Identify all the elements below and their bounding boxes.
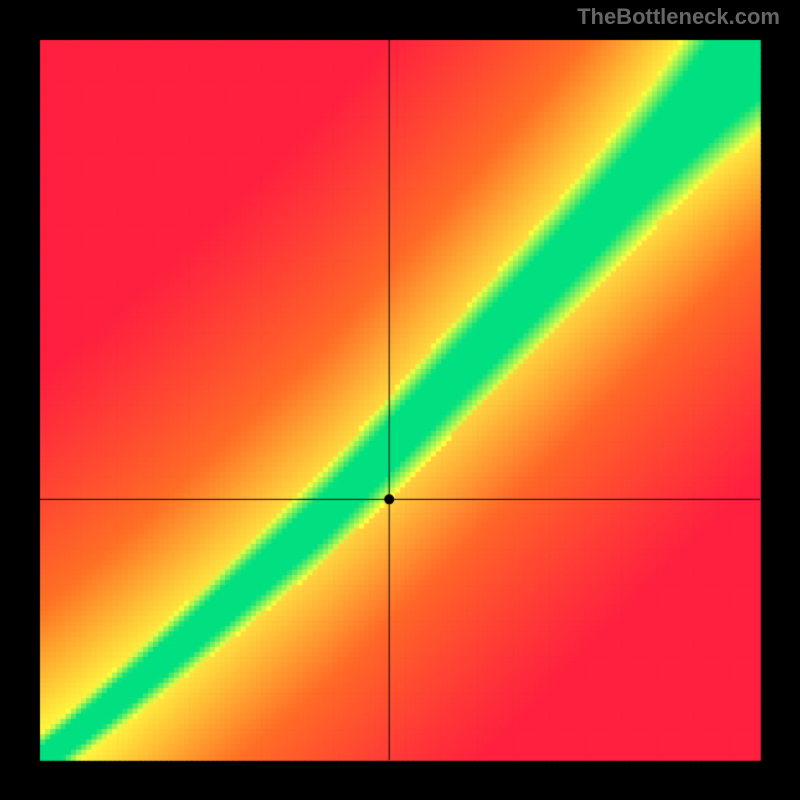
watermark-text: TheBottleneck.com: [577, 4, 780, 30]
chart-container: TheBottleneck.com: [0, 0, 800, 800]
heatmap-canvas: [0, 0, 800, 800]
